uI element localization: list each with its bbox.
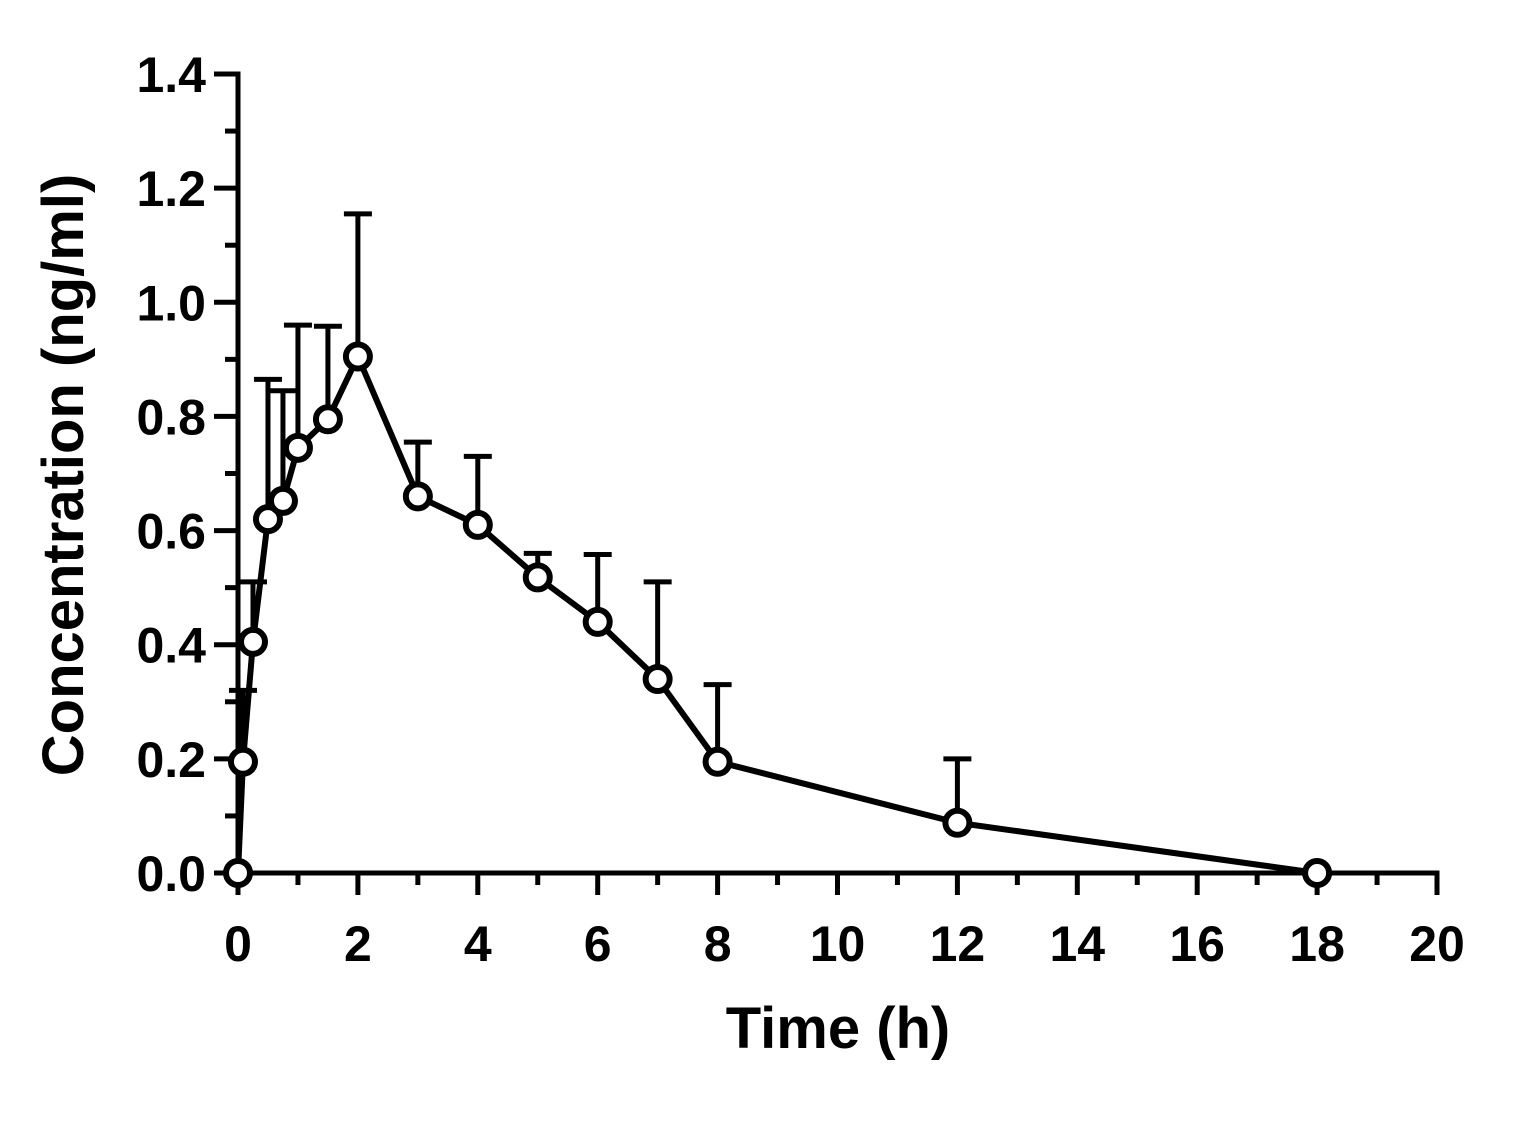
y-tick-label: 0.0 — [136, 846, 206, 902]
x-axis-title: Time (h) — [726, 996, 951, 1061]
x-tick-label: 20 — [1409, 916, 1465, 972]
data-point — [522, 562, 553, 593]
data-point — [1302, 858, 1333, 888]
data-point — [237, 626, 268, 657]
data-point — [342, 341, 373, 372]
data-point — [223, 858, 253, 888]
error-bars — [228, 211, 972, 823]
y-tick-label: 0.4 — [136, 618, 206, 674]
data-point — [702, 746, 733, 777]
data-point — [462, 509, 493, 540]
data-point — [642, 663, 673, 694]
y-tick-label: 0.2 — [136, 732, 206, 788]
x-tick-label: 6 — [584, 916, 612, 972]
data-points — [223, 341, 1333, 888]
data-point — [582, 606, 613, 637]
series-line — [235, 353, 1318, 876]
x-tick-label: 16 — [1169, 916, 1225, 972]
x-tick-label: 12 — [930, 916, 986, 972]
x-tick-label: 4 — [464, 916, 492, 972]
x-tick-label: 0 — [224, 916, 252, 972]
data-point — [402, 481, 433, 512]
y-tick-label: 1.0 — [136, 275, 206, 331]
series-line-layer — [235, 353, 1318, 876]
x-tick-label: 2 — [344, 916, 372, 972]
y-tick-label: 1.4 — [136, 47, 206, 103]
y-tick-label: 1.2 — [136, 161, 206, 217]
x-tick-label: 8 — [704, 916, 732, 972]
x-tick-label: 14 — [1049, 916, 1105, 972]
data-point — [227, 746, 258, 777]
data-point — [282, 432, 313, 463]
data-point — [267, 485, 298, 516]
data-point — [312, 404, 343, 435]
y-axis-title: Concentration (ng/ml) — [31, 174, 96, 777]
x-tick-label: 18 — [1289, 916, 1345, 972]
y-tick-label: 0.8 — [136, 389, 206, 445]
axes: 0 2 4 6 8 10 12 14 16 18 20 0.0 0.2 0.4 0.6 0.8 1.0 1.2 1.… — [136, 47, 1464, 972]
data-point — [942, 807, 973, 838]
x-tick-label: 10 — [810, 916, 866, 972]
data-point — [252, 504, 283, 535]
y-tick-label: 0.6 — [136, 504, 206, 560]
